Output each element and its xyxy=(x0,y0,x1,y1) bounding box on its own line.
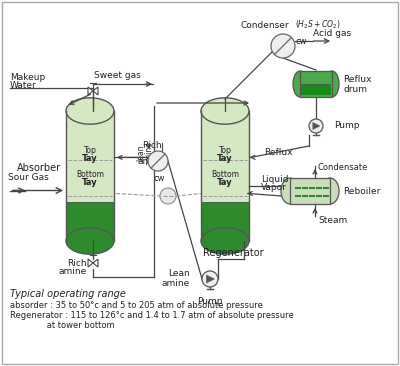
Text: Sour Gas: Sour Gas xyxy=(8,173,49,183)
Text: Acid gas: Acid gas xyxy=(313,29,351,38)
Ellipse shape xyxy=(321,178,339,204)
Text: amine: amine xyxy=(138,157,166,167)
Text: absorder : 35 to 50°c and 5 to 205 atm of absolute pressure: absorder : 35 to 50°c and 5 to 205 atm o… xyxy=(10,302,263,310)
Text: Bottom: Bottom xyxy=(211,171,239,179)
Ellipse shape xyxy=(281,178,299,204)
Text: Rich: Rich xyxy=(142,141,162,150)
Polygon shape xyxy=(88,87,93,95)
Text: Regenerator : 115 to 126°c and 1.4 to 1.7 atm of absolute pressure: Regenerator : 115 to 126°c and 1.4 to 1.… xyxy=(10,311,294,321)
Text: lean: lean xyxy=(136,145,146,161)
Bar xyxy=(201,111,249,202)
Text: Bottom: Bottom xyxy=(76,171,104,179)
Ellipse shape xyxy=(66,228,114,254)
Text: amine: amine xyxy=(59,266,87,276)
Text: cw: cw xyxy=(153,174,165,183)
Text: Regenerator: Regenerator xyxy=(203,248,264,258)
Text: Rich: Rich xyxy=(67,258,87,268)
Circle shape xyxy=(160,188,176,204)
Text: amine: amine xyxy=(162,279,190,288)
Bar xyxy=(201,202,249,241)
Text: Tay: Tay xyxy=(217,179,233,187)
Ellipse shape xyxy=(201,228,249,254)
Bar xyxy=(290,178,330,204)
Text: Top: Top xyxy=(218,146,232,155)
Circle shape xyxy=(202,271,218,287)
Bar xyxy=(66,111,114,202)
Circle shape xyxy=(148,151,168,171)
Text: drum: drum xyxy=(343,85,367,93)
Ellipse shape xyxy=(201,98,249,124)
Polygon shape xyxy=(313,123,320,130)
Text: Liquid: Liquid xyxy=(261,176,288,184)
Polygon shape xyxy=(206,275,214,283)
Text: Steam: Steam xyxy=(318,216,347,225)
Text: Lean: Lean xyxy=(168,269,190,279)
Text: Top: Top xyxy=(84,146,96,155)
Text: Tay: Tay xyxy=(217,154,233,163)
Text: Makeup: Makeup xyxy=(10,73,45,82)
Polygon shape xyxy=(93,87,98,95)
Text: cw: cw xyxy=(296,37,308,45)
Text: Water: Water xyxy=(10,81,37,90)
Bar xyxy=(290,178,330,204)
Circle shape xyxy=(309,119,323,133)
Text: Condensate: Condensate xyxy=(318,164,368,172)
Bar xyxy=(300,71,332,97)
Polygon shape xyxy=(88,259,93,267)
Text: Pump: Pump xyxy=(334,122,360,131)
Text: Reboiler: Reboiler xyxy=(343,187,380,195)
Text: Absorber: Absorber xyxy=(17,163,61,173)
Bar xyxy=(300,71,332,97)
Polygon shape xyxy=(93,259,98,267)
Text: Sweet gas: Sweet gas xyxy=(94,71,140,80)
Ellipse shape xyxy=(325,71,339,97)
Bar xyxy=(66,202,114,241)
Ellipse shape xyxy=(66,98,114,124)
Circle shape xyxy=(271,34,295,58)
Text: Pump: Pump xyxy=(197,297,223,306)
Text: Reflux: Reflux xyxy=(264,148,292,157)
Ellipse shape xyxy=(293,71,307,97)
Bar xyxy=(301,84,331,95)
Text: Tay: Tay xyxy=(82,179,98,187)
Text: at tower bottom: at tower bottom xyxy=(10,321,115,330)
Text: Condenser: Condenser xyxy=(241,21,289,30)
Text: Reflux: Reflux xyxy=(343,75,372,85)
Text: Tay: Tay xyxy=(82,154,98,163)
Text: $(H_2S + CO_2)$: $(H_2S + CO_2)$ xyxy=(295,19,341,31)
Text: amine: amine xyxy=(144,141,154,165)
Text: Typical operating range: Typical operating range xyxy=(10,289,126,299)
Text: Vapor: Vapor xyxy=(261,183,287,192)
